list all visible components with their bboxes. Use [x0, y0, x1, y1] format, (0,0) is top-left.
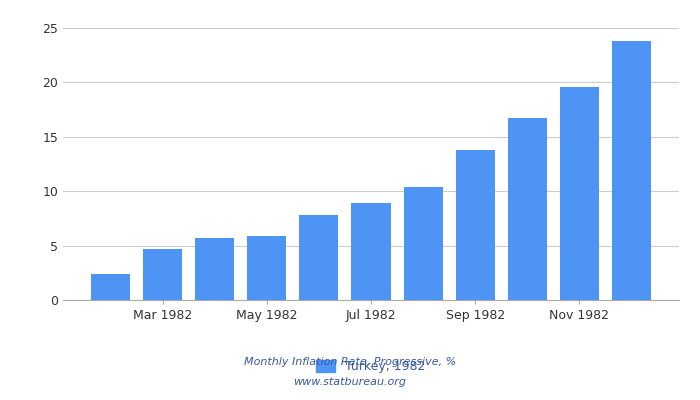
Bar [247, 236, 286, 300]
Bar [404, 187, 442, 300]
Bar [560, 87, 599, 300]
Bar [91, 274, 130, 300]
Bar [351, 203, 391, 300]
Text: Monthly Inflation Rate, Progressive, %: Monthly Inflation Rate, Progressive, % [244, 357, 456, 367]
Bar [508, 118, 547, 300]
Legend: Turkey, 1982: Turkey, 1982 [312, 355, 430, 378]
Bar [456, 150, 495, 300]
Bar [612, 41, 651, 300]
Bar [300, 215, 338, 300]
Bar [143, 249, 182, 300]
Bar [195, 238, 234, 300]
Text: www.statbureau.org: www.statbureau.org [293, 377, 407, 387]
